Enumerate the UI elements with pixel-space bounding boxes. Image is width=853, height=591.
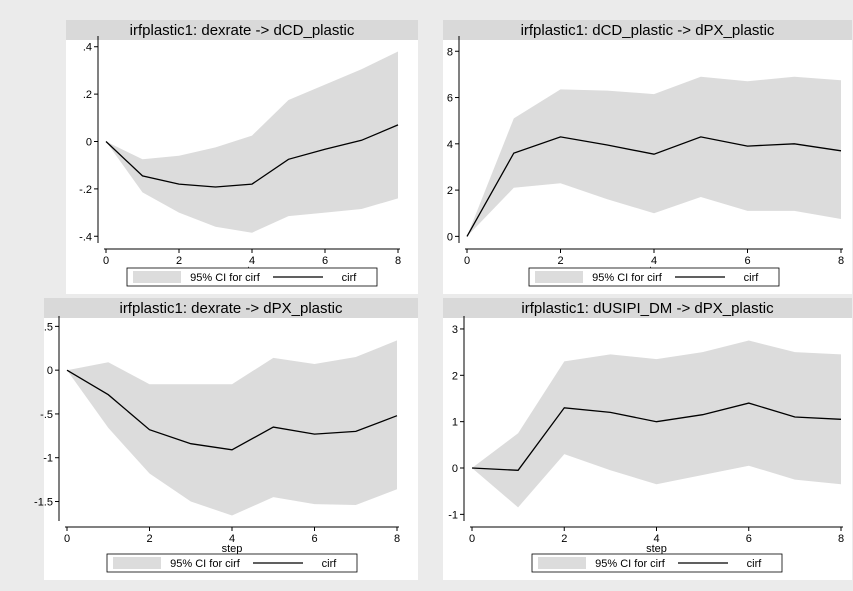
legend-box (106, 553, 358, 573)
panel-title: irfplastic1: dexrate -> dCD_plastic (130, 22, 355, 39)
x-axis-label: step (646, 543, 667, 555)
panel-title-band (44, 298, 418, 318)
panel-title-band (443, 20, 852, 40)
y-tick-label: 1 (452, 417, 458, 429)
legend-ci-label: 95% CI for cirf (170, 558, 241, 570)
y-tick-label: -1.5 (34, 496, 53, 508)
x-tick-label: 8 (395, 255, 401, 267)
y-tick-label: 0 (86, 137, 92, 149)
y-tick-label: -.5 (40, 409, 53, 421)
x-tick-label: 8 (394, 533, 400, 545)
ci-band (467, 76, 841, 237)
y-tick-label: .4 (83, 42, 92, 54)
x-tick-label: 8 (838, 533, 844, 545)
panel-title: irfplastic1: dexrate -> dPX_plastic (119, 300, 343, 317)
legend-box (528, 267, 780, 287)
x-tick-label: 4 (651, 255, 657, 267)
x-tick-label: 2 (176, 255, 182, 267)
x-tick-label: 6 (311, 533, 317, 545)
y-tick-label: 0 (47, 365, 53, 377)
y-tick-label: -.4 (79, 231, 92, 243)
legend-ci-swatch (133, 271, 181, 283)
y-tick-label: 4 (447, 139, 453, 151)
legend-ci-label: 95% CI for cirf (190, 272, 261, 284)
y-tick-label: 0 (452, 463, 458, 475)
irf-panel-3: irfplastic1: dexrate -> dPX_plastic-1.5-… (34, 298, 418, 580)
legend-line-label: cirf (342, 272, 358, 284)
x-tick-label: 8 (838, 255, 844, 267)
x-tick-label: 0 (103, 255, 109, 267)
legend-box (126, 267, 378, 287)
legend-line-label: cirf (322, 558, 338, 570)
panel-title: irfplastic1: dCD_plastic -> dPX_plastic (521, 22, 775, 39)
y-tick-label: -1 (43, 453, 53, 465)
legend-ci-label: 95% CI for cirf (595, 558, 666, 570)
y-tick-label: 2 (447, 185, 453, 197)
legend-line-label: cirf (744, 272, 760, 284)
y-tick-label: 6 (447, 93, 453, 105)
panels: irfplastic1: dexrate -> dCD_plastic -.4 -.… (34, 20, 852, 580)
y-tick-label: .5 (44, 321, 53, 333)
y-tick-label: 3 (452, 324, 458, 336)
legend: 95% CI for cirf cirf (528, 267, 780, 287)
cirf-line (105, 124, 399, 188)
x-tick-label: 6 (746, 533, 752, 545)
x-tick-label: 2 (557, 255, 563, 267)
legend: 95% CI for cirf cirf (126, 267, 378, 287)
legend-ci-swatch (535, 271, 583, 283)
legend-box (531, 553, 783, 573)
x-tick-label: 4 (249, 255, 255, 267)
y-tick-label: -1 (448, 509, 458, 521)
y-tick-label: 0 (447, 231, 453, 243)
x-tick-label: 2 (561, 533, 567, 545)
x-tick-label: 0 (464, 255, 470, 267)
ci-band (106, 51, 398, 233)
legend-ci-swatch (538, 557, 586, 569)
x-axis-label: step (222, 543, 243, 555)
irf-panel-2: irfplastic1: dCD_plastic -> dPX_plastic 0… (443, 20, 852, 294)
y-tick-label: .2 (83, 89, 92, 101)
x-tick-label: 0 (64, 533, 70, 545)
x-tick-label: 4 (653, 533, 659, 545)
cirf-line (66, 369, 398, 451)
cirf-line (466, 136, 842, 237)
y-tick-label: -.2 (79, 184, 92, 196)
x-tick-label: 2 (146, 533, 152, 545)
x-tick-label: 6 (744, 255, 750, 267)
legend: 95% CI for cirf cirf (531, 553, 783, 573)
panel-title: irfplastic1: dUSIPI_DM -> dPX_plastic (521, 300, 774, 317)
x-tick-label: 6 (322, 255, 328, 267)
irf-panel-4: irfplastic1: dUSIPI_DM -> dPX_plastic -1 0… (443, 298, 852, 580)
legend-ci-label: 95% CI for cirf (592, 272, 663, 284)
legend-line-label: cirf (747, 558, 763, 570)
cirf-line (471, 402, 842, 471)
y-tick-label: 2 (452, 370, 458, 382)
legend-ci-swatch (113, 557, 161, 569)
x-tick-label: 0 (469, 533, 475, 545)
ci-band (472, 340, 841, 508)
legend: 95% CI for cirf cirf (106, 553, 358, 573)
panel-title-band (66, 20, 418, 40)
panel-title-band (443, 298, 852, 318)
y-tick-label: 8 (447, 46, 453, 58)
x-tick-label: 4 (229, 533, 235, 545)
irf-panel-1: irfplastic1: dexrate -> dCD_plastic -.4 -.… (66, 20, 418, 294)
ci-band (67, 340, 397, 516)
